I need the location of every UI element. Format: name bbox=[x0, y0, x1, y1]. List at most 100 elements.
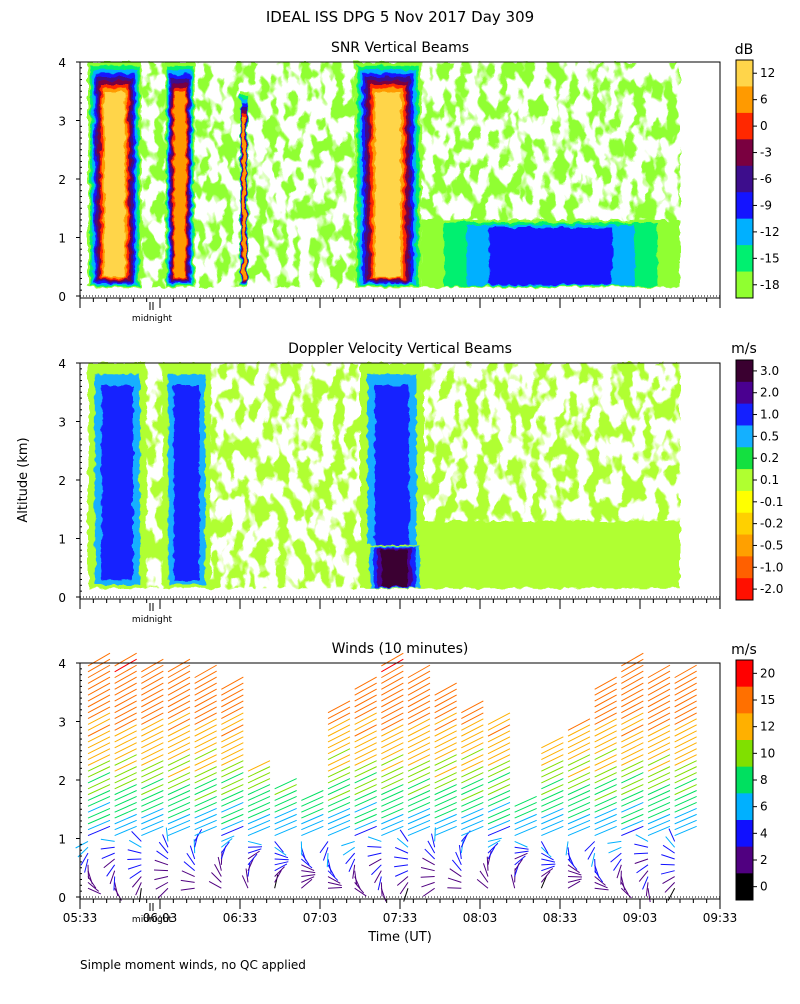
wind-barb bbox=[355, 701, 377, 713]
wind-barb bbox=[115, 731, 137, 742]
wind-barb bbox=[195, 707, 217, 719]
colorbar-swatch bbox=[736, 847, 753, 874]
wind-barb bbox=[648, 808, 670, 818]
doppler-colorbar-unit: m/s bbox=[731, 341, 757, 357]
wind-barb bbox=[408, 785, 430, 795]
colorbar-label: 2 bbox=[760, 853, 768, 867]
wind-barb bbox=[595, 719, 617, 730]
wind-barb bbox=[248, 785, 270, 795]
wind-barb bbox=[355, 755, 377, 766]
colorbar-label: 3.0 bbox=[760, 364, 779, 378]
wind-barb bbox=[221, 842, 229, 853]
heatmap-feature bbox=[163, 363, 211, 588]
wind-barb bbox=[595, 802, 617, 812]
colorbar-label: 6 bbox=[760, 800, 768, 814]
wind-barb bbox=[408, 671, 430, 683]
wind-barb bbox=[115, 659, 137, 672]
wind-barb bbox=[395, 847, 408, 853]
wind-barb bbox=[195, 826, 217, 835]
wind-barb bbox=[355, 773, 377, 783]
wind-barb bbox=[195, 785, 217, 795]
wind-barb bbox=[461, 719, 483, 730]
wind-barb bbox=[675, 707, 697, 719]
wind-barb bbox=[648, 761, 670, 772]
wind-barb bbox=[328, 887, 342, 888]
y-tick-label: 3 bbox=[58, 115, 66, 129]
wind-barb bbox=[168, 773, 190, 783]
colorbar-swatch bbox=[736, 578, 753, 600]
wind-barb bbox=[195, 671, 217, 683]
colorbar-swatch bbox=[736, 660, 753, 687]
wind-barb bbox=[195, 808, 217, 818]
wind-barb bbox=[435, 701, 457, 713]
x-tick-label: 09:03 bbox=[623, 911, 658, 925]
wind-barb bbox=[88, 749, 110, 760]
y-tick-label: 4 bbox=[58, 56, 66, 70]
wind-barb bbox=[607, 841, 621, 843]
wind-barb bbox=[355, 683, 377, 695]
wind-barb bbox=[435, 689, 457, 701]
wind-barb bbox=[88, 743, 110, 754]
wind-barb bbox=[367, 847, 381, 848]
wind-barb bbox=[648, 701, 670, 713]
wind-barb bbox=[595, 707, 617, 719]
wind-barb bbox=[221, 790, 243, 800]
wind-barb bbox=[381, 701, 403, 713]
wind-barb bbox=[355, 761, 377, 772]
wind-barb bbox=[648, 707, 670, 719]
doppler-panel-title: Doppler Velocity Vertical Beams bbox=[288, 341, 512, 357]
colorbar-label: -9 bbox=[760, 198, 772, 212]
wind-barb bbox=[568, 767, 590, 777]
wind-barb bbox=[595, 701, 617, 713]
wind-barb bbox=[168, 779, 190, 789]
wind-barb bbox=[88, 737, 110, 748]
wind-barb bbox=[595, 725, 617, 736]
wind-barb bbox=[568, 773, 590, 783]
wind-barb bbox=[675, 767, 697, 777]
wind-barb bbox=[381, 882, 382, 896]
wind-profile bbox=[477, 713, 510, 888]
wind-barb bbox=[675, 820, 697, 829]
wind-barb bbox=[141, 707, 163, 719]
wind-barb bbox=[355, 677, 377, 689]
colorbar-label: 10 bbox=[760, 746, 775, 760]
wind-barb bbox=[221, 677, 243, 689]
wind-barb bbox=[343, 847, 355, 855]
wind-barb bbox=[621, 701, 643, 713]
heatmap-feature bbox=[88, 363, 147, 588]
wind-barb bbox=[128, 865, 141, 869]
wind-barb bbox=[461, 785, 483, 795]
wind-barb bbox=[541, 773, 563, 783]
wind-barb bbox=[621, 749, 643, 760]
x-tick-label: 08:33 bbox=[543, 911, 578, 925]
wind-barb bbox=[408, 713, 430, 725]
wind-barb bbox=[648, 820, 670, 829]
colorbar-swatch bbox=[736, 139, 753, 166]
wind-barb bbox=[381, 749, 403, 760]
wind-barb bbox=[435, 779, 457, 789]
colorbar-label: -12 bbox=[760, 225, 780, 239]
x-tick-label: 09:33 bbox=[703, 911, 738, 925]
wind-barb bbox=[568, 826, 590, 835]
wind-barb bbox=[595, 826, 617, 835]
wind-barb bbox=[328, 785, 350, 795]
wind-barb bbox=[595, 683, 617, 695]
x-tick-label: 06:33 bbox=[223, 911, 258, 925]
wind-barb bbox=[381, 820, 403, 829]
wind-barb bbox=[328, 767, 350, 777]
wind-barb bbox=[381, 671, 403, 683]
wind-barb bbox=[488, 755, 510, 766]
wind-barb bbox=[248, 814, 270, 824]
wind-barb bbox=[381, 790, 403, 800]
wind-barb bbox=[115, 814, 137, 824]
wind-barb bbox=[275, 790, 297, 800]
wind-barb bbox=[621, 665, 643, 678]
colorbar-label: -0.2 bbox=[760, 517, 783, 531]
wind-barb bbox=[568, 755, 590, 766]
wind-barb bbox=[648, 773, 670, 783]
wind-profile bbox=[447, 701, 483, 888]
wind-barb bbox=[328, 761, 350, 772]
wind-barb bbox=[648, 725, 670, 736]
wind-barb bbox=[221, 695, 243, 707]
wind-barb bbox=[488, 719, 510, 730]
